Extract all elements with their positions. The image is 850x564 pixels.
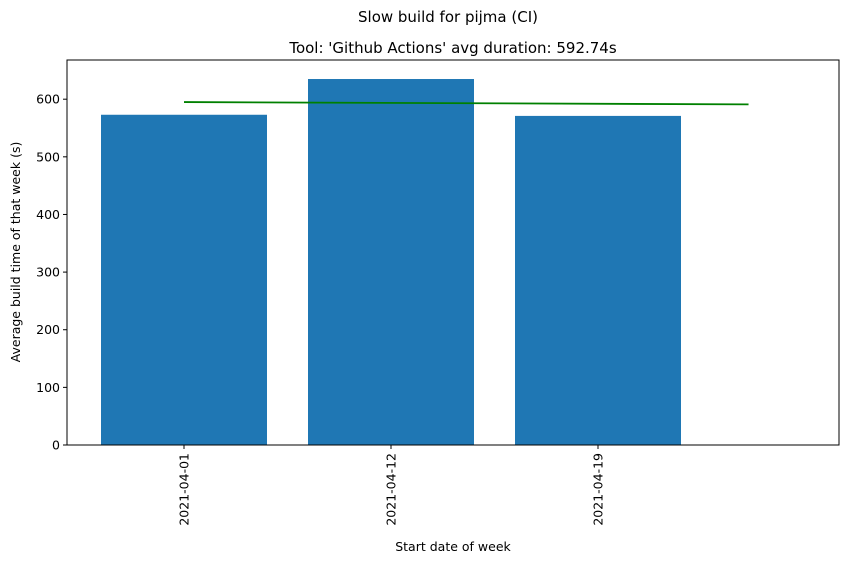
bar-2021-04-19 — [515, 115, 681, 445]
x-tick-label-2021-04-19: 2021-04-19 — [591, 453, 606, 526]
trend-line-group — [183, 101, 749, 106]
y-axis-label: Average build time of that week (s) — [8, 142, 23, 363]
y-axis: 0 100 200 300 400 500 600 — [36, 92, 67, 453]
y-tick-label-200: 200 — [36, 322, 60, 337]
trend-line — [183, 101, 749, 106]
bars-group — [101, 79, 681, 445]
bar-2021-04-01 — [101, 114, 267, 445]
x-tick-label-2021-04-01: 2021-04-01 — [177, 453, 192, 526]
x-tick-label-2021-04-12: 2021-04-12 — [384, 453, 399, 526]
bar-2021-04-12 — [308, 79, 474, 445]
y-tick-label-300: 300 — [36, 265, 60, 280]
y-tick-label-600: 600 — [36, 92, 60, 107]
plot-frame — [66, 59, 840, 446]
x-axis-label: Start date of week — [395, 539, 511, 554]
x-axis: 2021-04-01 2021-04-12 2021-04-19 — [177, 445, 606, 526]
y-tick-label-400: 400 — [36, 207, 60, 222]
chart-suptitle: Slow build for pijma (CI) — [358, 8, 538, 26]
y-tick-label-500: 500 — [36, 149, 60, 164]
y-tick-label-100: 100 — [36, 380, 60, 395]
chart-title: Tool: 'Github Actions' avg duration: 592… — [288, 39, 617, 57]
y-tick-label-0: 0 — [52, 438, 60, 453]
